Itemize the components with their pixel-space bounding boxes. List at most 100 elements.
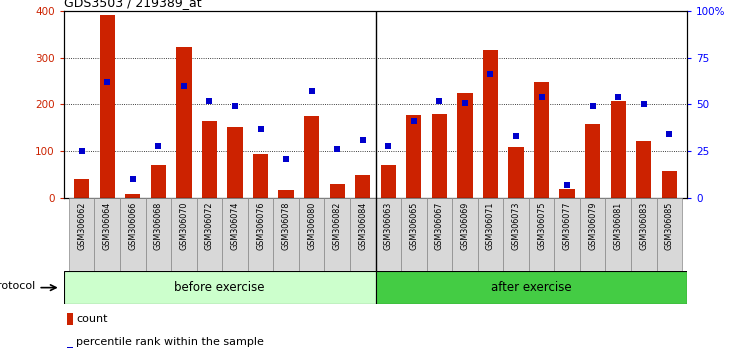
Text: before exercise: before exercise	[174, 281, 265, 294]
Bar	[120, 198, 146, 271]
Point	[638, 102, 650, 107]
Text: GSM306069: GSM306069	[460, 202, 469, 250]
Text: GSM306070: GSM306070	[179, 202, 189, 250]
Bar	[273, 198, 299, 271]
Point	[306, 88, 318, 94]
Bar	[636, 141, 651, 198]
Text: GSM306082: GSM306082	[333, 202, 342, 250]
Point	[127, 177, 139, 182]
Point	[459, 100, 471, 105]
Text: GSM306065: GSM306065	[409, 202, 418, 250]
Point	[561, 182, 573, 188]
Text: GSM306064: GSM306064	[103, 202, 112, 250]
Bar	[585, 124, 600, 198]
Bar	[406, 115, 421, 198]
Bar	[176, 47, 192, 198]
Bar	[69, 198, 95, 271]
Bar	[529, 198, 554, 271]
Bar	[228, 127, 243, 198]
Point	[535, 94, 547, 100]
Point	[204, 98, 216, 103]
Point	[357, 137, 369, 143]
Text: GSM306083: GSM306083	[639, 202, 648, 250]
Point	[484, 72, 496, 77]
Bar	[457, 93, 472, 198]
Text: GSM306071: GSM306071	[486, 202, 495, 250]
Bar	[662, 171, 677, 198]
Text: GSM306076: GSM306076	[256, 202, 265, 250]
Text: GSM306063: GSM306063	[384, 202, 393, 250]
Bar	[146, 198, 171, 271]
Bar	[248, 198, 273, 271]
Point	[382, 143, 394, 149]
Text: GSM306067: GSM306067	[435, 202, 444, 250]
Text: GSM306066: GSM306066	[128, 202, 137, 250]
Bar	[95, 198, 120, 271]
Bar	[559, 189, 575, 198]
Point	[408, 119, 420, 124]
Bar	[611, 101, 626, 198]
Text: GSM306084: GSM306084	[358, 202, 367, 250]
Text: GSM306073: GSM306073	[511, 202, 520, 250]
Point	[152, 143, 164, 149]
Bar	[151, 165, 166, 198]
Bar	[427, 198, 452, 271]
Bar	[67, 347, 73, 348]
Point	[663, 132, 675, 137]
Bar	[299, 198, 324, 271]
Bar	[304, 116, 319, 198]
Text: GSM306081: GSM306081	[614, 202, 623, 250]
Bar	[202, 121, 217, 198]
Bar	[580, 198, 605, 271]
Bar	[324, 198, 350, 271]
Point	[76, 149, 88, 154]
Bar	[631, 198, 656, 271]
Bar	[100, 15, 115, 198]
Bar	[125, 194, 140, 198]
Text: GSM306068: GSM306068	[154, 202, 163, 250]
Point	[229, 103, 241, 109]
Bar	[64, 271, 376, 304]
Point	[280, 156, 292, 162]
Text: GSM306079: GSM306079	[588, 202, 597, 250]
Bar	[355, 175, 370, 198]
Bar	[222, 198, 248, 271]
Bar	[253, 154, 268, 198]
Point	[331, 147, 343, 152]
Bar	[376, 271, 687, 304]
Text: GSM306078: GSM306078	[282, 202, 291, 250]
Point	[510, 133, 522, 139]
Bar	[554, 198, 580, 271]
Bar	[605, 198, 631, 271]
Text: GSM306062: GSM306062	[77, 202, 86, 250]
Text: GSM306072: GSM306072	[205, 202, 214, 250]
Point	[101, 79, 113, 85]
Bar	[197, 198, 222, 271]
Point	[433, 98, 445, 103]
Text: GDS3503 / 219389_at: GDS3503 / 219389_at	[64, 0, 201, 10]
Text: count: count	[77, 314, 108, 324]
Bar	[381, 165, 396, 198]
Bar	[452, 198, 478, 271]
Bar	[432, 114, 447, 198]
Text: GSM306080: GSM306080	[307, 202, 316, 250]
Bar	[478, 198, 503, 271]
Bar	[350, 198, 376, 271]
Point	[255, 126, 267, 132]
Bar	[656, 198, 682, 271]
Bar	[330, 184, 345, 198]
Bar	[534, 82, 549, 198]
Text: GSM306075: GSM306075	[537, 202, 546, 250]
Bar	[67, 313, 73, 325]
Bar	[74, 178, 89, 198]
Bar	[483, 51, 498, 198]
Text: after exercise: after exercise	[491, 281, 572, 294]
Bar	[401, 198, 427, 271]
Text: GSM306085: GSM306085	[665, 202, 674, 250]
Bar	[508, 147, 523, 198]
Text: GSM306074: GSM306074	[231, 202, 240, 250]
Bar	[503, 198, 529, 271]
Text: GSM306077: GSM306077	[562, 202, 572, 250]
Text: protocol: protocol	[0, 281, 35, 291]
Point	[587, 103, 599, 109]
